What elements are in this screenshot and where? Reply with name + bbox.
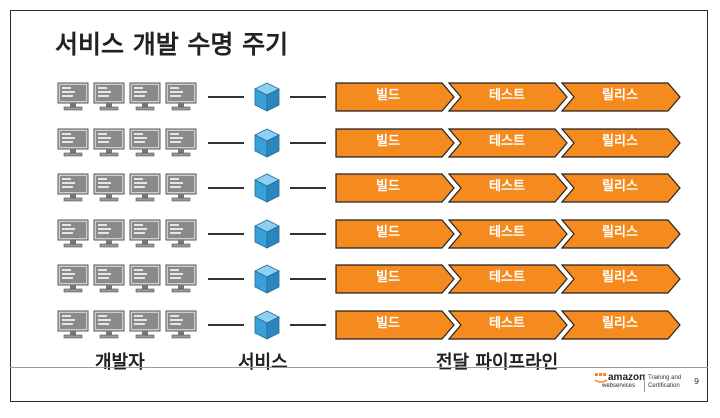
computer-icon bbox=[57, 82, 89, 112]
pipeline-stage-label: 릴리스 bbox=[602, 270, 638, 285]
computer-icon bbox=[129, 219, 161, 249]
computer-icon bbox=[165, 264, 197, 294]
connector-line bbox=[208, 233, 244, 235]
pipeline-row: 빌드 테스트 릴리스 bbox=[0, 264, 720, 294]
pipeline-stage: 테스트 bbox=[448, 82, 568, 112]
service-cube-icon bbox=[254, 173, 280, 203]
pipeline-stage-label: 빌드 bbox=[376, 179, 400, 194]
service-cube-icon bbox=[254, 310, 280, 340]
computer-icon bbox=[129, 173, 161, 203]
pipeline-stage: 빌드 bbox=[335, 310, 455, 340]
caption-services: 서비스 bbox=[238, 352, 288, 373]
computer-icon bbox=[165, 173, 197, 203]
pipeline-stage-label: 빌드 bbox=[376, 225, 400, 240]
connector-line bbox=[290, 187, 326, 189]
connector-line bbox=[208, 142, 244, 144]
logo-webservices-text: webservices bbox=[602, 383, 636, 389]
pipeline-row: 빌드 테스트 릴리스 bbox=[0, 310, 720, 340]
connector-line bbox=[208, 278, 244, 280]
computer-icon bbox=[129, 128, 161, 158]
pipeline-stage-label: 테스트 bbox=[489, 225, 525, 240]
pipeline-stage-label: 릴리스 bbox=[602, 225, 638, 240]
pipeline-stage-label: 테스트 bbox=[489, 134, 525, 149]
pipeline-stage-label: 빌드 bbox=[376, 270, 400, 285]
page-number: 9 bbox=[694, 377, 700, 386]
pipeline-stage-label: 빌드 bbox=[376, 134, 400, 149]
computer-icon bbox=[129, 310, 161, 340]
pipeline-row: 빌드 테스트 릴리스 bbox=[0, 82, 720, 112]
logo-amazon-text: amazon bbox=[608, 372, 646, 383]
connector-line bbox=[208, 96, 244, 98]
pipeline-stage-label: 릴리스 bbox=[602, 88, 638, 103]
connector-line bbox=[290, 96, 326, 98]
computer-icon bbox=[129, 264, 161, 294]
computer-icon bbox=[93, 264, 125, 294]
computer-icon bbox=[57, 264, 89, 294]
pipeline-row: 빌드 테스트 릴리스 bbox=[0, 219, 720, 249]
pipeline-stage: 빌드 bbox=[335, 128, 455, 158]
aws-smile-icon bbox=[594, 373, 608, 383]
connector-line bbox=[208, 324, 244, 326]
caption-developers: 개발자 bbox=[95, 352, 145, 373]
pipeline-stage: 빌드 bbox=[335, 82, 455, 112]
logo-separator bbox=[644, 374, 645, 392]
pipeline-stage: 테스트 bbox=[448, 128, 568, 158]
computer-icon bbox=[165, 310, 197, 340]
pipeline-stage: 릴리스 bbox=[561, 219, 681, 249]
service-cube-icon bbox=[254, 82, 280, 112]
computer-icon bbox=[57, 173, 89, 203]
logo-training-text: Training and Certification bbox=[648, 375, 682, 389]
pipeline-stage-label: 릴리스 bbox=[602, 134, 638, 149]
service-cube-icon bbox=[254, 219, 280, 249]
computer-icon bbox=[165, 219, 197, 249]
connector-line bbox=[290, 324, 326, 326]
pipeline-stage-label: 테스트 bbox=[489, 179, 525, 194]
connector-line bbox=[290, 233, 326, 235]
pipeline-stage-label: 빌드 bbox=[376, 316, 400, 331]
footer-divider bbox=[10, 367, 708, 368]
pipeline-stage: 릴리스 bbox=[561, 173, 681, 203]
service-cube-icon bbox=[254, 264, 280, 294]
slide-title: 서비스 개발 수명 주기 bbox=[55, 30, 289, 59]
pipeline-stage: 빌드 bbox=[335, 264, 455, 294]
computer-icon bbox=[93, 82, 125, 112]
pipeline-stage-label: 릴리스 bbox=[602, 316, 638, 331]
pipeline-stage: 릴리스 bbox=[561, 82, 681, 112]
computer-icon bbox=[165, 128, 197, 158]
pipeline-stage-label: 테스트 bbox=[489, 88, 525, 103]
pipeline-stage: 릴리스 bbox=[561, 264, 681, 294]
pipeline-stage: 빌드 bbox=[335, 219, 455, 249]
pipeline-stage: 릴리스 bbox=[561, 310, 681, 340]
caption-pipeline: 전달 파이프라인 bbox=[436, 352, 559, 373]
pipeline-stage: 테스트 bbox=[448, 310, 568, 340]
pipeline-stage: 빌드 bbox=[335, 173, 455, 203]
computer-icon bbox=[93, 219, 125, 249]
pipeline-stage: 릴리스 bbox=[561, 128, 681, 158]
computer-icon bbox=[129, 82, 161, 112]
computer-icon bbox=[93, 128, 125, 158]
computer-icon bbox=[165, 82, 197, 112]
aws-training-logo: amazon webservices Training and Certific… bbox=[594, 372, 694, 394]
pipeline-row: 빌드 테스트 릴리스 bbox=[0, 173, 720, 203]
connector-line bbox=[208, 187, 244, 189]
pipeline-stage-label: 테스트 bbox=[489, 270, 525, 285]
pipeline-row: 빌드 테스트 릴리스 bbox=[0, 128, 720, 158]
computer-icon bbox=[57, 310, 89, 340]
pipeline-stage-label: 빌드 bbox=[376, 88, 400, 103]
computer-icon bbox=[57, 219, 89, 249]
connector-line bbox=[290, 142, 326, 144]
computer-icon bbox=[93, 310, 125, 340]
service-cube-icon bbox=[254, 128, 280, 158]
pipeline-stage-label: 테스트 bbox=[489, 316, 525, 331]
computer-icon bbox=[57, 128, 89, 158]
pipeline-stage: 테스트 bbox=[448, 264, 568, 294]
pipeline-stage: 테스트 bbox=[448, 173, 568, 203]
pipeline-stage-label: 릴리스 bbox=[602, 179, 638, 194]
computer-icon bbox=[93, 173, 125, 203]
pipeline-stage: 테스트 bbox=[448, 219, 568, 249]
slide bbox=[10, 10, 708, 402]
connector-line bbox=[290, 278, 326, 280]
